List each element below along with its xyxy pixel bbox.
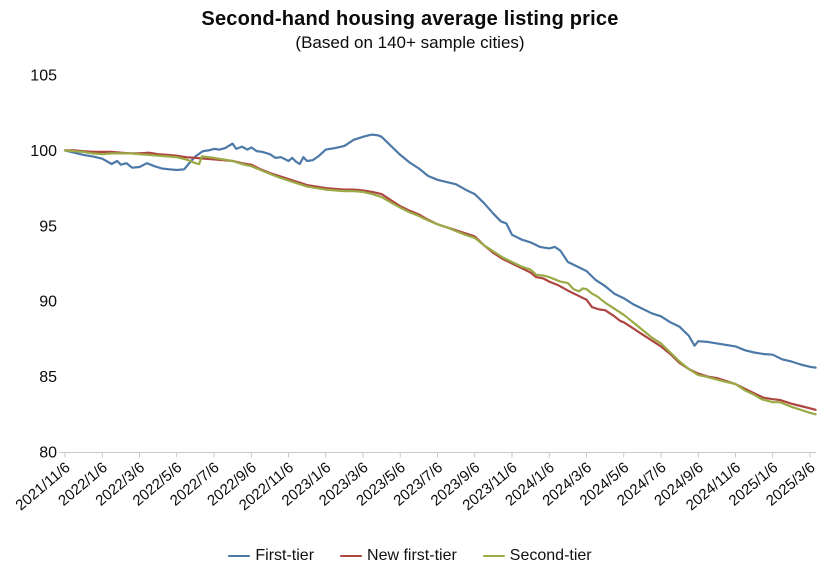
chart-legend: First-tier New first-tier Second-tier xyxy=(0,547,820,565)
legend-line-swatch xyxy=(482,554,505,558)
legend-item-new-first-tier: New first-tier xyxy=(340,547,457,565)
chart-subtitle: (Based on 140+ sample cities) xyxy=(295,33,525,52)
y-tick-label: 80 xyxy=(39,445,57,462)
series-line-new-first-tier xyxy=(63,149,817,411)
y-tick-label: 100 xyxy=(30,143,57,160)
legend-item-first-tier: First-tier xyxy=(228,547,314,565)
legend-line-swatch xyxy=(228,554,251,558)
legend-item-second-tier: Second-tier xyxy=(482,547,592,565)
y-tick-label: 95 xyxy=(39,218,57,235)
chart-title: Second-hand housing average listing pric… xyxy=(201,8,619,30)
legend-label: Second-tier xyxy=(509,547,592,564)
legend-label: New first-tier xyxy=(367,547,457,564)
y-tick-label: 105 xyxy=(30,68,57,85)
y-tick-label: 90 xyxy=(39,294,57,311)
series-line-first-tier xyxy=(63,133,817,369)
series-line-second-tier xyxy=(63,149,817,416)
y-tick-label: 85 xyxy=(39,369,57,386)
legend-line-swatch xyxy=(340,554,363,558)
legend-label: First-tier xyxy=(255,547,315,564)
